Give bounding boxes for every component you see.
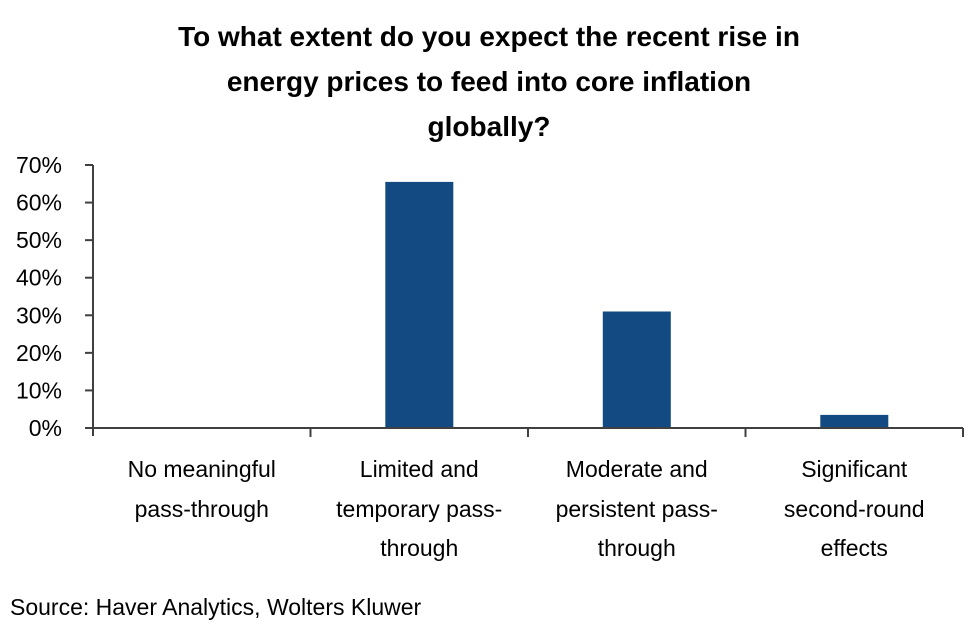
- y-tick-label: 20%: [16, 340, 62, 366]
- bars-group: [385, 181, 889, 428]
- source-note: Source: Haver Analytics, Wolters Kluwer: [10, 594, 422, 620]
- y-tick-label: 50%: [16, 227, 62, 253]
- y-tick-label: 30%: [16, 302, 62, 328]
- chart-title-line: To what extent do you expect the recent …: [178, 21, 800, 52]
- x-category-label: Significant second-round effects: [784, 456, 925, 561]
- x-axis-labels: No meaningful pass-through Limited and temp…: [128, 456, 925, 561]
- x-category-label-line: temporary pass-: [336, 496, 502, 522]
- x-category-label: Limited and temporary pass-through: [336, 456, 502, 561]
- x-category-label: Moderate and persistent pass-through: [556, 456, 718, 561]
- x-category-label-line: Moderate and: [566, 456, 708, 482]
- x-category-label-line: pass-through: [135, 496, 269, 522]
- y-tick-label: 10%: [16, 377, 62, 403]
- y-tick-label: 40%: [16, 265, 62, 291]
- x-category-label-line: through: [598, 535, 676, 561]
- bar: [385, 181, 454, 428]
- x-category-label-line: second-round: [784, 496, 925, 522]
- y-tick-label: 70%: [16, 152, 62, 178]
- x-axis-ticks: [309, 428, 964, 437]
- axes-group: [85, 165, 963, 436]
- chart-title: To what extent do you expect the recent …: [178, 21, 800, 142]
- y-axis-ticks: 0% 10% 20% 30% 40% 50% 60% 70%: [16, 152, 93, 441]
- x-category-label-line: Limited and: [360, 456, 479, 482]
- bar: [820, 414, 889, 428]
- chart-title-line: energy prices to feed into core inflatio…: [227, 66, 751, 97]
- x-category-label: No meaningful pass-through: [128, 456, 276, 522]
- chart-title-line: globally?: [428, 111, 551, 142]
- bar: [602, 311, 671, 428]
- x-category-label-line: effects: [821, 535, 888, 561]
- x-category-label-line: Significant: [801, 456, 908, 482]
- y-tick-label: 0%: [29, 415, 62, 441]
- x-category-label-line: No meaningful: [128, 456, 276, 482]
- x-category-label-line: through: [380, 535, 458, 561]
- x-category-label-line: persistent pass-: [556, 496, 718, 522]
- y-tick-label: 60%: [16, 190, 62, 216]
